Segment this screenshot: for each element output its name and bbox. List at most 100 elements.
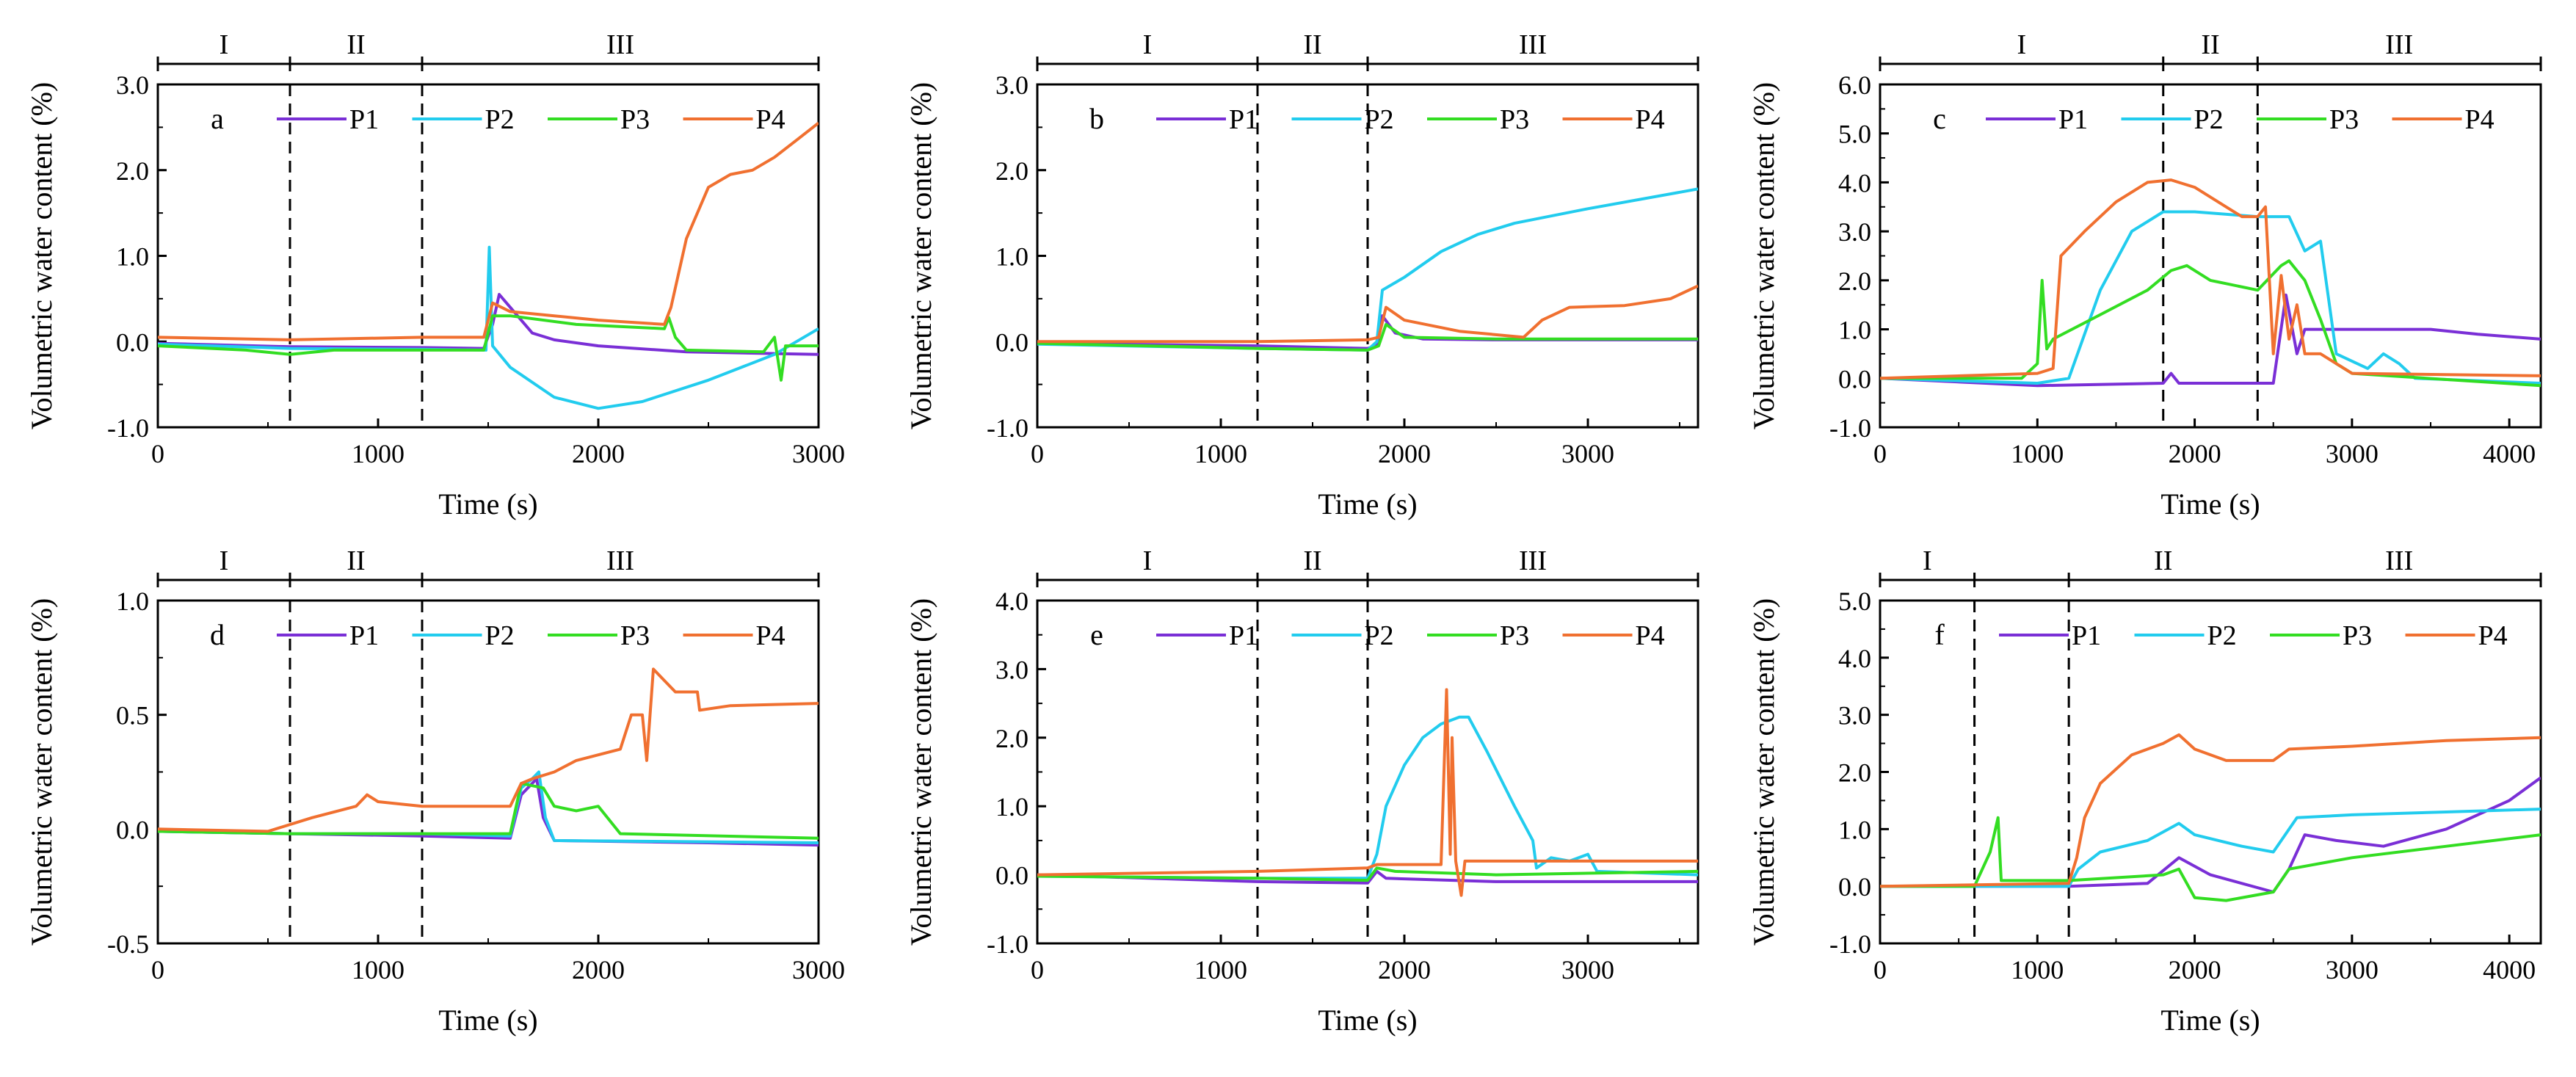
series-line-p3 [1880, 259, 2541, 388]
y-tick-label: 0.0 [116, 327, 149, 357]
panel-letter: c [1933, 102, 1946, 135]
panel-letter: a [211, 102, 224, 135]
y-tick-label: 3.0 [116, 70, 149, 100]
series-line-p4 [1037, 688, 1698, 897]
legend-label-p1: P1 [2058, 104, 2088, 135]
y-tick-label: 2.0 [995, 724, 1028, 753]
x-tick-label: 1000 [2011, 955, 2064, 984]
y-tick-label: 3.0 [1838, 701, 1871, 730]
legend-label-p4: P4 [1636, 104, 1665, 135]
series-line-p3 [1037, 322, 1698, 352]
x-tick-label: 3000 [2326, 955, 2379, 984]
series-line-p4 [1880, 178, 2541, 380]
legend-label-p4: P4 [2465, 104, 2495, 135]
legend-label-p1: P1 [2072, 620, 2101, 651]
stage-label: II [2201, 29, 2219, 60]
legend-label-p4: P4 [756, 104, 786, 135]
legend-label-p3: P3 [2329, 104, 2359, 135]
stage-label: III [1519, 545, 1547, 576]
x-tick-label: 0 [1873, 439, 1887, 468]
y-tick-label: -1.0 [107, 413, 149, 443]
y-tick-label: -1.0 [987, 413, 1028, 443]
series-line-p1 [1880, 293, 2541, 388]
y-tick-label: 2.0 [1838, 758, 1871, 788]
x-tick-label: 3000 [792, 439, 845, 468]
y-axis-label: Volumetric water content (%) [1747, 82, 1780, 430]
x-tick-label: 3000 [1561, 955, 1614, 984]
x-tick-label: 2000 [2169, 439, 2221, 468]
legend-label-p2: P2 [2194, 104, 2224, 135]
x-tick-label: 1000 [352, 439, 404, 468]
plot-frame [1879, 599, 2542, 945]
x-tick-label: 2000 [2169, 955, 2221, 984]
stage-label: I [219, 29, 229, 60]
legend-label-p3: P3 [620, 104, 650, 135]
legend-label-p3: P3 [620, 620, 650, 651]
y-tick-label: 1.0 [995, 792, 1028, 822]
y-axis-label: Volumetric water content (%) [25, 598, 58, 946]
y-axis-label: Volumetric water content (%) [904, 82, 937, 430]
stage-label: II [2154, 545, 2172, 576]
series-line-p1 [158, 293, 819, 356]
y-tick-label: 0.5 [116, 701, 149, 730]
stage-label: I [1143, 545, 1153, 576]
series-line-p4 [1037, 284, 1698, 344]
y-tick-label: 5.0 [1838, 120, 1871, 149]
x-tick-label: 3000 [792, 955, 845, 984]
stage-label: II [1303, 29, 1321, 60]
legend-label-p1: P1 [1229, 104, 1258, 135]
series-line-p1 [1037, 869, 1698, 885]
x-tick-label: 2000 [572, 955, 625, 984]
series-line-p4 [1880, 733, 2541, 888]
x-tick-label: 2000 [1378, 439, 1431, 468]
x-tick-label: 0 [1873, 955, 1887, 984]
series-line-p2 [1037, 187, 1698, 352]
stage-label: I [1923, 545, 1932, 576]
x-tick-label: 1000 [2011, 439, 2064, 468]
series-line-p3 [1037, 866, 1698, 882]
x-axis-label: Time (s) [438, 487, 537, 521]
series-line-p3 [158, 782, 819, 840]
plot-frame [156, 599, 820, 945]
series-line-p4 [158, 667, 819, 833]
legend-label-p4: P4 [2478, 620, 2508, 651]
legend-label-p1: P1 [349, 620, 379, 651]
x-axis-label: Time (s) [2160, 487, 2260, 521]
y-tick-label: 0.0 [116, 815, 149, 844]
y-tick-label: 1.0 [116, 587, 149, 616]
y-tick-label: 2.0 [995, 156, 1028, 186]
stage-label: I [219, 545, 229, 576]
panel-letter: b [1089, 102, 1104, 135]
series-line-p4 [158, 121, 819, 341]
y-tick-label: 1.0 [995, 242, 1028, 272]
x-tick-label: 1000 [1194, 439, 1247, 468]
legend-label-p3: P3 [1500, 104, 1529, 135]
y-tick-label: -0.5 [107, 929, 149, 959]
legend-label-p3: P3 [2343, 620, 2372, 651]
y-tick-label: -1.0 [987, 929, 1028, 959]
y-tick-label: 5.0 [1838, 587, 1871, 616]
y-axis-label: Volumetric water content (%) [25, 82, 58, 430]
x-tick-label: 0 [151, 439, 164, 468]
x-tick-label: 2000 [572, 439, 625, 468]
stage-label: I [2017, 29, 2027, 60]
stage-label: I [1143, 29, 1153, 60]
series-line-p3 [158, 314, 819, 382]
x-axis-label: Time (s) [438, 1004, 537, 1037]
stage-label: III [606, 545, 634, 576]
y-axis-label: Volumetric water content (%) [1747, 598, 1780, 946]
x-axis-label: Time (s) [1318, 1004, 1417, 1037]
y-tick-label: 0.0 [1838, 364, 1871, 394]
x-tick-label: 3000 [1561, 439, 1614, 468]
panel-letter: f [1934, 618, 1945, 651]
x-tick-label: 1000 [1194, 955, 1247, 984]
y-tick-label: 1.0 [1838, 316, 1871, 345]
legend-label-p2: P2 [2207, 620, 2237, 651]
stage-label: III [2385, 29, 2413, 60]
x-tick-label: 0 [1031, 439, 1044, 468]
